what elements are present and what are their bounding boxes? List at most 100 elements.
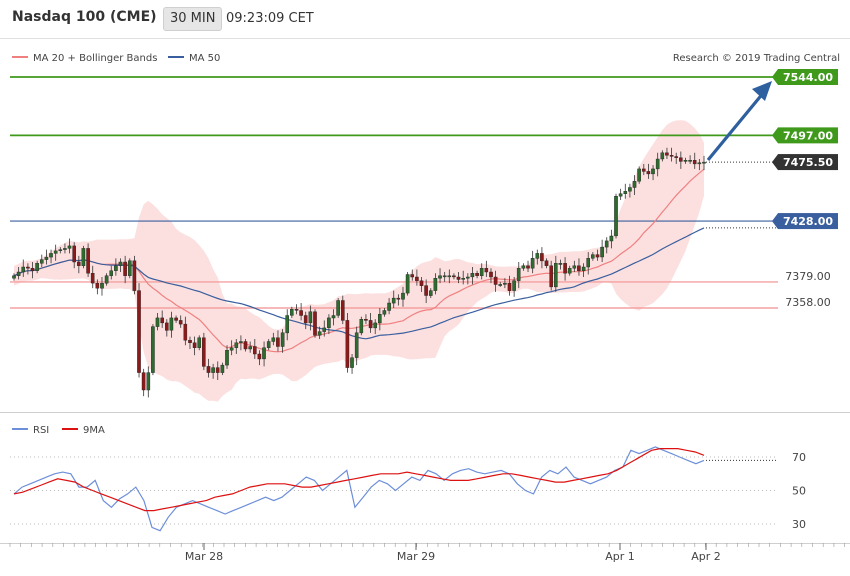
candle [155, 312, 160, 331]
candle [549, 260, 553, 291]
candle [127, 258, 132, 279]
x-label-2: Apr 1 [605, 550, 635, 563]
candle [618, 188, 623, 200]
candle [201, 332, 206, 371]
candle [243, 339, 248, 352]
candle [507, 275, 512, 296]
rsi-tick-50: 50 [792, 485, 806, 498]
candle [160, 310, 165, 328]
level-tag-pointer-3 [772, 213, 778, 230]
candle [702, 155, 706, 171]
candle [387, 298, 391, 315]
candle [655, 152, 660, 177]
candle [123, 255, 127, 284]
candle [350, 353, 354, 374]
candle [72, 242, 76, 269]
arrow-head [752, 81, 772, 101]
candle [512, 276, 516, 297]
candle [493, 270, 498, 292]
candle [586, 252, 590, 275]
candle [368, 312, 373, 333]
candle [567, 265, 572, 276]
projection-arrow [706, 81, 772, 162]
timeframe-button[interactable]: 30 MIN [163, 7, 223, 31]
candle [104, 273, 109, 286]
candle [114, 258, 118, 276]
candle [188, 336, 192, 349]
candle [280, 329, 285, 353]
candle [665, 147, 669, 159]
level-label-1: 7497.00 [783, 129, 833, 142]
candle [21, 259, 26, 277]
candle [285, 309, 290, 341]
candle [215, 361, 220, 381]
rsi-tick-30: 30 [792, 518, 806, 531]
candle [461, 270, 466, 285]
candle [410, 269, 415, 281]
candle [382, 308, 387, 317]
candle [526, 260, 530, 272]
candle [479, 263, 484, 280]
candle [317, 326, 322, 340]
candle [646, 163, 651, 179]
candle [683, 157, 688, 164]
candle [26, 263, 30, 275]
candle [192, 336, 197, 356]
candle [146, 366, 151, 398]
arrow-shaft [706, 90, 766, 162]
ma20-legend-label: MA 20 + Bollinger Bands [33, 53, 157, 64]
candle [211, 363, 215, 379]
candle [632, 175, 637, 195]
candle [229, 340, 234, 356]
candle [600, 239, 604, 263]
candle [419, 276, 424, 292]
candle [415, 269, 419, 286]
candle [262, 341, 266, 367]
candle [164, 319, 169, 337]
rsi-ma-line [13, 448, 705, 512]
candle [239, 335, 243, 351]
chart-header: Nasdaq 100 (CME) 30 MIN 09:23:09 CET [0, 0, 850, 38]
candle [90, 265, 95, 289]
candle [30, 262, 35, 279]
candle [540, 247, 544, 269]
credit-text: Research © 2019 Trading Central [673, 53, 840, 64]
candle [151, 324, 155, 376]
x-axis: Mar 28 Mar 29 Apr 1 Apr 2 [9, 543, 845, 563]
candle [290, 306, 294, 318]
candle [271, 332, 276, 346]
level-tag-2 [778, 154, 838, 171]
candle [95, 279, 100, 295]
candle [345, 312, 350, 373]
candle [516, 262, 521, 289]
clock-text: 09:23:09 CET [226, 11, 314, 26]
candle [225, 345, 229, 369]
candle [544, 258, 549, 269]
ma50-legend-label: MA 50 [189, 53, 220, 64]
candle [378, 308, 382, 331]
candle [456, 271, 461, 284]
candle [609, 229, 614, 249]
candle [67, 238, 72, 254]
rsi-legend-label: RSI [33, 425, 49, 436]
candle [299, 303, 303, 321]
candle [438, 268, 442, 284]
level-label-2: 7475.50 [783, 156, 833, 169]
rsi-panel: 70 50 30 [10, 446, 806, 532]
candle [669, 147, 674, 162]
candle [35, 260, 39, 274]
candle [554, 255, 558, 292]
candle [174, 315, 178, 323]
candle [604, 237, 609, 254]
level-tag-pointer-0 [772, 69, 778, 85]
candle [660, 150, 665, 162]
candle [178, 315, 183, 328]
candle [637, 166, 641, 184]
candle [535, 249, 540, 265]
rsi-line [13, 446, 705, 532]
candle [688, 155, 692, 164]
candle [429, 288, 433, 299]
bollinger-band [14, 120, 704, 402]
candle [118, 258, 123, 272]
candle [424, 279, 428, 304]
